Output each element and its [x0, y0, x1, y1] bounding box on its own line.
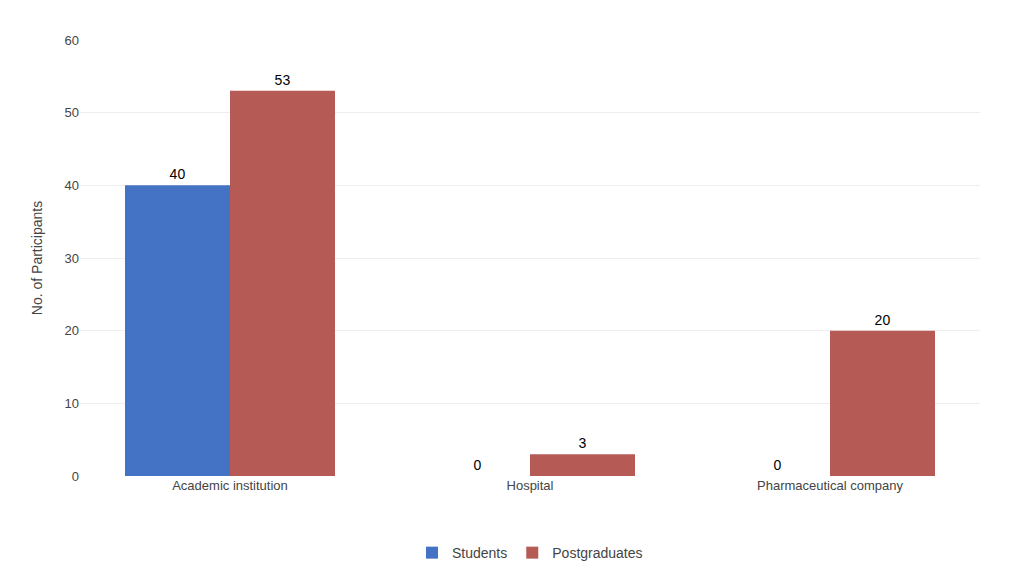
svg-text:Students: Students: [452, 545, 507, 561]
svg-text:40: 40: [65, 178, 79, 193]
svg-text:Pharmaceutical company: Pharmaceutical company: [757, 478, 903, 493]
svg-text:0: 0: [474, 457, 482, 473]
svg-text:10: 10: [65, 396, 79, 411]
svg-text:No. of Participants: No. of Participants: [29, 201, 45, 315]
svg-text:20: 20: [875, 312, 891, 328]
svg-text:20: 20: [65, 323, 79, 338]
svg-text:0: 0: [72, 469, 79, 484]
svg-text:0: 0: [774, 457, 782, 473]
svg-text:60: 60: [65, 33, 79, 48]
svg-text:53: 53: [275, 72, 291, 88]
svg-text:30: 30: [65, 251, 79, 266]
svg-text:50: 50: [65, 105, 79, 120]
svg-text:Postgraduates: Postgraduates: [552, 545, 642, 561]
svg-text:Academic institution: Academic institution: [172, 478, 288, 493]
svg-text:Hospital: Hospital: [507, 478, 554, 493]
svg-text:40: 40: [170, 166, 186, 182]
svg-text:3: 3: [579, 435, 587, 451]
